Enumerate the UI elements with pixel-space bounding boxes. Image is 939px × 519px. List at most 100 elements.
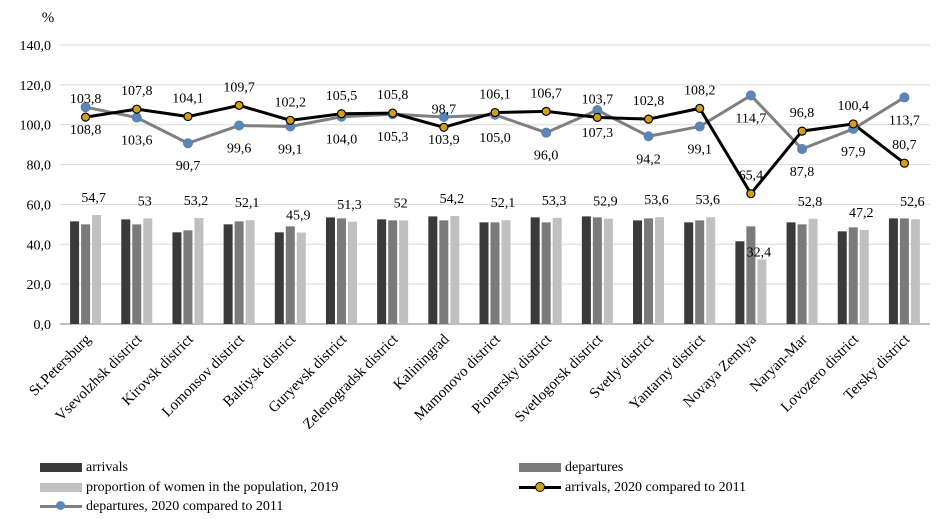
- bar-arrivals: [223, 224, 233, 324]
- y-tick-label: 0,0: [34, 318, 52, 333]
- arrivals-value-label: 98,7: [432, 102, 457, 117]
- bar-arrivals: [786, 222, 796, 324]
- bar-proportion: [450, 215, 460, 324]
- departures-line-point: [182, 138, 193, 149]
- departures-value-label: 108,8: [70, 123, 102, 138]
- arrivals-line-point: [695, 103, 705, 113]
- bar-arrivals: [70, 221, 80, 324]
- bar-proportion: [245, 220, 255, 324]
- women-value-label: 53,2: [184, 194, 209, 209]
- bar-proportion: [552, 217, 562, 324]
- arrivals-line-point: [899, 158, 910, 168]
- arrivals-value-label: 80,7: [892, 138, 917, 153]
- bar-departures: [746, 226, 756, 324]
- y-tick-label: 140,0: [20, 39, 52, 54]
- women-value-label: 52,9: [593, 195, 618, 210]
- bar-arrivals: [684, 222, 694, 324]
- bar-proportion: [808, 218, 818, 324]
- departures-value-label: 99,1: [278, 143, 303, 158]
- bar-departures: [388, 220, 398, 324]
- bar-departures: [336, 218, 346, 324]
- bar-proportion: [399, 220, 409, 324]
- departures-value-label: 114,7: [735, 111, 766, 126]
- departures-value-label: 105,0: [479, 131, 511, 146]
- bar-proportion: [501, 220, 511, 324]
- women-value-label: 51,3: [337, 198, 362, 213]
- x-tick-label: Vsevolzhsk district: [53, 331, 147, 425]
- arrivals-line-point: [490, 107, 500, 118]
- bar-departures: [592, 217, 602, 324]
- women-value-label: 54,7: [81, 191, 106, 206]
- departures-value-label: 90,7: [176, 159, 201, 174]
- women-value-label: 32,4: [747, 245, 772, 260]
- arrivals-value-label: 108,2: [684, 83, 716, 98]
- bar-proportion: [655, 217, 665, 324]
- arrivals-line-point: [234, 100, 244, 110]
- women-value-label: 52: [394, 196, 408, 211]
- departures-line-point: [438, 111, 449, 122]
- bar-arrivals: [121, 219, 131, 324]
- departures-line-point: [694, 121, 705, 132]
- departures-value-label: 96,0: [534, 149, 559, 164]
- bar-arrivals: [735, 241, 745, 324]
- bar-proportion: [296, 232, 306, 324]
- arrivals-line-point: [746, 189, 756, 199]
- arrivals-value-label: 102,2: [275, 95, 307, 110]
- departures-value-label: 113,7: [889, 113, 920, 128]
- y-tick-label: 80,0: [27, 159, 52, 174]
- bar-arrivals: [530, 217, 540, 324]
- x-tick-label: Zelenogradsk district: [300, 331, 402, 433]
- women-value-label: 45,9: [286, 209, 311, 224]
- arrivals-line-point: [183, 111, 193, 122]
- arrivals-line-point: [592, 112, 602, 122]
- arrivals-value-label: 65,4: [739, 169, 764, 184]
- bar-departures: [848, 227, 858, 324]
- bar-proportion: [143, 218, 153, 324]
- arrivals-value-label: 105,8: [377, 88, 409, 103]
- y-tick-label: 20,0: [27, 278, 52, 293]
- bar-arrivals: [888, 218, 898, 324]
- bar-proportion: [859, 229, 869, 324]
- women-value-label: 54,2: [440, 192, 465, 207]
- bar-departures: [541, 222, 551, 324]
- arrivals-value-label: 106,1: [479, 88, 511, 103]
- bar-arrivals: [633, 220, 643, 324]
- x-tick-label: Mamonovo district: [411, 331, 504, 424]
- arrivals-value-label: 109,7: [223, 80, 255, 95]
- arrivals-value-label: 105,5: [326, 89, 358, 104]
- women-value-label: 53,3: [542, 194, 567, 209]
- y-tick-label: 100,0: [20, 119, 52, 134]
- arrivals-value-label: 106,7: [530, 86, 562, 101]
- departures-line-point: [899, 92, 910, 103]
- arrivals-line-point: [797, 126, 807, 136]
- arrivals-line-point: [336, 109, 347, 119]
- arrivals-value-label: 100,4: [837, 99, 869, 114]
- departures-value-label: 94,2: [636, 152, 661, 167]
- bar-departures: [234, 221, 244, 324]
- departures-line-point: [541, 127, 552, 138]
- bar-departures: [899, 218, 909, 324]
- arrivals-line-point: [80, 112, 91, 122]
- departures-value-label: 99,6: [227, 142, 252, 157]
- women-value-label: 53: [138, 194, 152, 209]
- arrivals-value-label: 104,1: [172, 92, 204, 107]
- bar-departures: [695, 220, 705, 324]
- arrivals-line-point: [541, 106, 551, 116]
- departures-value-label: 105,3: [377, 130, 409, 145]
- bar-proportion: [910, 219, 920, 324]
- bar-proportion: [194, 217, 204, 324]
- departures-line-point: [80, 102, 91, 113]
- bar-departures: [490, 222, 500, 324]
- women-value-label: 47,2: [849, 206, 874, 221]
- arrivals-line-point: [285, 115, 295, 125]
- bar-proportion: [603, 218, 613, 324]
- bar-departures: [644, 218, 654, 324]
- bar-departures: [183, 230, 193, 324]
- departures-value-label: 103,9: [428, 133, 460, 148]
- bar-departures: [439, 220, 449, 324]
- bar-arrivals: [377, 219, 387, 324]
- departures-line-point: [234, 120, 245, 131]
- arrivals-line-point: [132, 104, 142, 114]
- bar-proportion: [706, 217, 716, 324]
